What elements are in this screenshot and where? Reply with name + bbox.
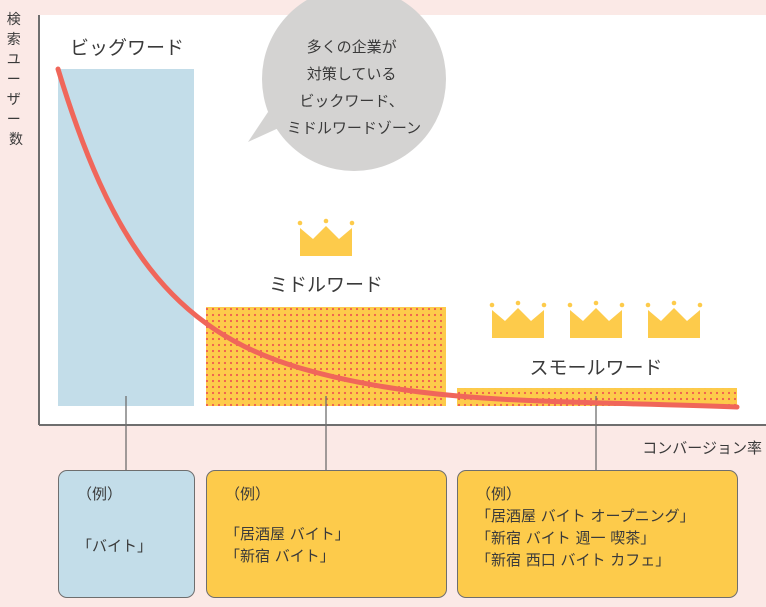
small-word-example-box: （例） 「居酒屋 バイト オープニング」 「新宿 バイト 週一 喫茶」 「新宿 …	[457, 470, 738, 598]
example-keyword: 「新宿 バイト 週一 喫茶」	[476, 529, 656, 547]
y-axis-char: ザ	[7, 92, 21, 108]
diagram-canvas: 多くの企業が 対策している ビックワード、 ミドルワードゾーン ビッグワード ミ…	[7, 0, 766, 470]
example-keyword: 「新宿 西口 バイト カフェ」	[476, 551, 671, 569]
middle-word-label: ミドルワード	[269, 274, 383, 296]
crown-icon	[489, 300, 547, 338]
crown-icon	[645, 300, 703, 338]
y-axis-label: 検 索 ユ ー ザ ー 数	[7, 12, 25, 148]
y-axis-char: 索	[7, 31, 21, 48]
y-axis-char: 数	[9, 132, 23, 148]
bubble-line: 対策している	[307, 65, 397, 83]
crown-icon	[297, 218, 355, 256]
big-word-example-box: （例） 「バイト」	[58, 470, 195, 598]
crown-icon	[567, 300, 625, 338]
small-word-label: スモールワード	[529, 357, 662, 379]
bubble-line: 多くの企業が	[307, 38, 397, 56]
bubble-line: ミドルワードゾーン	[287, 119, 421, 137]
example-label: （例）	[225, 485, 271, 503]
example-label: （例）	[77, 485, 123, 503]
middle-word-example-box: （例） 「居酒屋 バイト」 「新宿 バイト」	[206, 470, 447, 598]
big-word-label: ビッグワード	[70, 37, 184, 59]
bubble-line: ビックワード、	[299, 92, 403, 110]
y-axis-char: ー	[7, 112, 21, 128]
svg-text:多くの企業が 対策している: 多くの企業が 対策している ビックワード、 ミドルワードゾーン	[287, 38, 421, 137]
example-keyword: 「居酒屋 バイト」	[225, 525, 350, 543]
y-axis-char: ー	[7, 72, 21, 88]
demand-curve	[55, 66, 740, 410]
example-label: （例）	[476, 485, 522, 503]
example-keyword: 「新宿 バイト」	[225, 547, 335, 565]
y-axis-char: ユ	[7, 52, 21, 68]
example-keyword: 「バイト」	[77, 537, 153, 555]
x-axis-label: コンバージョン率	[642, 439, 762, 457]
speech-bubble: 多くの企業が 対策している ビックワード、 ミドルワードゾーン	[248, 0, 446, 171]
y-axis-char: 検	[7, 12, 21, 28]
example-keyword: 「居酒屋 バイト オープニング」	[476, 507, 695, 525]
